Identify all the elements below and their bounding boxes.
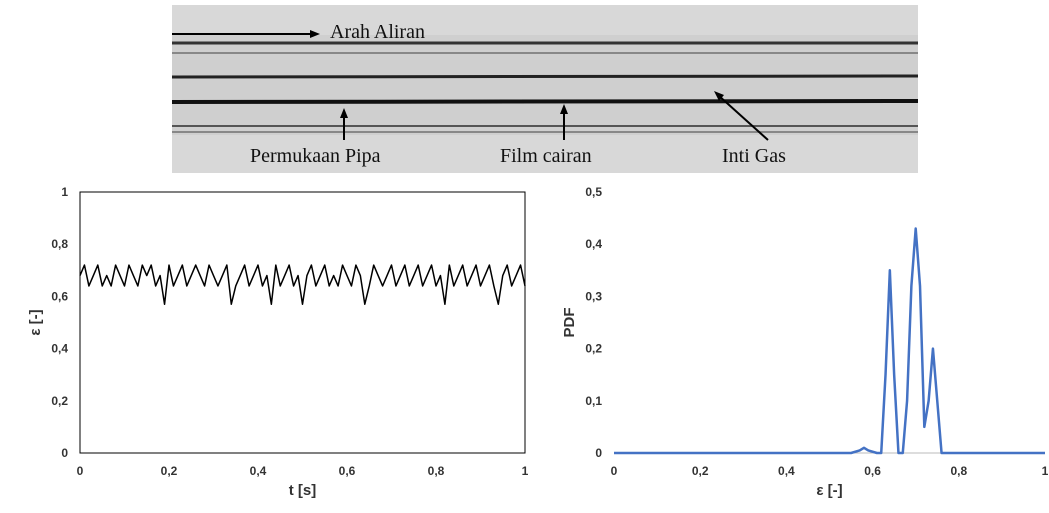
photo-label: Inti Gas bbox=[722, 145, 786, 167]
x-tick-label: 1 bbox=[1042, 464, 1049, 478]
x-tick-label: 0 bbox=[611, 464, 618, 478]
y-tick-label: 0 bbox=[61, 446, 68, 460]
y-tick-label: 0,4 bbox=[585, 237, 602, 251]
y-tick-label: 0,2 bbox=[585, 342, 602, 356]
y-axis-label: ε [-] bbox=[27, 309, 44, 335]
x-tick-label: 0,4 bbox=[778, 464, 795, 478]
y-axis-label: PDF bbox=[561, 308, 578, 338]
data-line bbox=[79, 264, 526, 305]
y-tick-label: 0 bbox=[595, 446, 602, 460]
y-tick-label: 0,6 bbox=[51, 289, 68, 303]
x-tick-label: 0,8 bbox=[950, 464, 967, 478]
y-tick-label: 0,2 bbox=[51, 394, 68, 408]
x-tick-label: 0,2 bbox=[161, 464, 178, 478]
pipe-photo: Arah Aliran Permukaan Pipa Film cairan I… bbox=[171, 5, 919, 173]
plot-frame bbox=[79, 191, 526, 454]
x-tick-label: 0,6 bbox=[339, 464, 356, 478]
x-tick-label: 0,6 bbox=[864, 464, 881, 478]
y-tick-label: 0,5 bbox=[585, 185, 602, 199]
data-line bbox=[614, 227, 1045, 455]
y-tick-label: 0,3 bbox=[585, 289, 602, 303]
x-tick-label: 0,8 bbox=[428, 464, 445, 478]
photo-label: Permukaan Pipa bbox=[250, 145, 381, 167]
y-tick-label: 0,4 bbox=[51, 342, 68, 356]
y-tick-label: 1 bbox=[61, 185, 68, 199]
y-tick-label: 0,8 bbox=[51, 237, 68, 251]
x-axis-label: t [s] bbox=[289, 482, 317, 499]
x-tick-label: 0 bbox=[77, 464, 84, 478]
y-tick-label: 0,1 bbox=[585, 394, 602, 408]
x-axis-label: ε [-] bbox=[816, 482, 842, 499]
photo-label: Film cairan bbox=[500, 145, 592, 167]
x-tick-label: 0,2 bbox=[692, 464, 709, 478]
x-tick-label: 0,4 bbox=[250, 464, 267, 478]
x-tick-label: 1 bbox=[522, 464, 529, 478]
photo-label: Arah Aliran bbox=[330, 21, 425, 43]
